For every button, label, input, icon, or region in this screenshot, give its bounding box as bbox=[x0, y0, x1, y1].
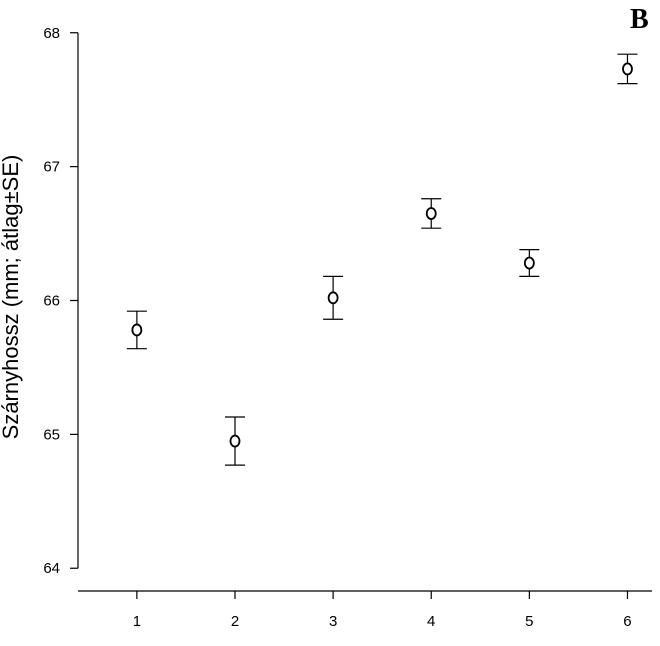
y-tick-label-66: 66 bbox=[43, 293, 60, 310]
data-point-1 bbox=[126, 310, 147, 350]
mean-marker-3 bbox=[327, 291, 339, 305]
data-point-5 bbox=[519, 249, 540, 278]
axes: 64 65 66 67 68 1 2 3 4 5 6 bbox=[43, 25, 652, 630]
y-tick-label-67: 67 bbox=[43, 159, 60, 176]
x-tick-label-6: 6 bbox=[623, 613, 631, 630]
data-point-4 bbox=[421, 198, 442, 229]
mean-marker-5 bbox=[523, 256, 535, 270]
mean-marker-2 bbox=[229, 434, 241, 448]
x-tick-label-4: 4 bbox=[427, 613, 435, 630]
panel-label: B bbox=[630, 4, 649, 35]
y-tick-label-65: 65 bbox=[43, 426, 60, 443]
data-marks bbox=[126, 53, 638, 466]
mean-marker-4 bbox=[425, 207, 437, 220]
y-tick-label-64: 64 bbox=[43, 560, 60, 577]
y-tick-label-68: 68 bbox=[43, 25, 60, 42]
x-tick-label-1: 1 bbox=[133, 613, 141, 630]
y-axis-title: Szárnyhossz (mm; átlag±SE) bbox=[0, 155, 23, 440]
mean-marker-1 bbox=[131, 323, 143, 337]
data-point-6 bbox=[617, 53, 638, 85]
data-point-2 bbox=[224, 416, 245, 466]
mean-marker-6 bbox=[622, 62, 633, 76]
x-tick-label-2: 2 bbox=[231, 613, 239, 630]
data-point-3 bbox=[323, 275, 344, 320]
x-tick-label-5: 5 bbox=[525, 613, 533, 630]
x-tick-label-3: 3 bbox=[329, 613, 337, 630]
